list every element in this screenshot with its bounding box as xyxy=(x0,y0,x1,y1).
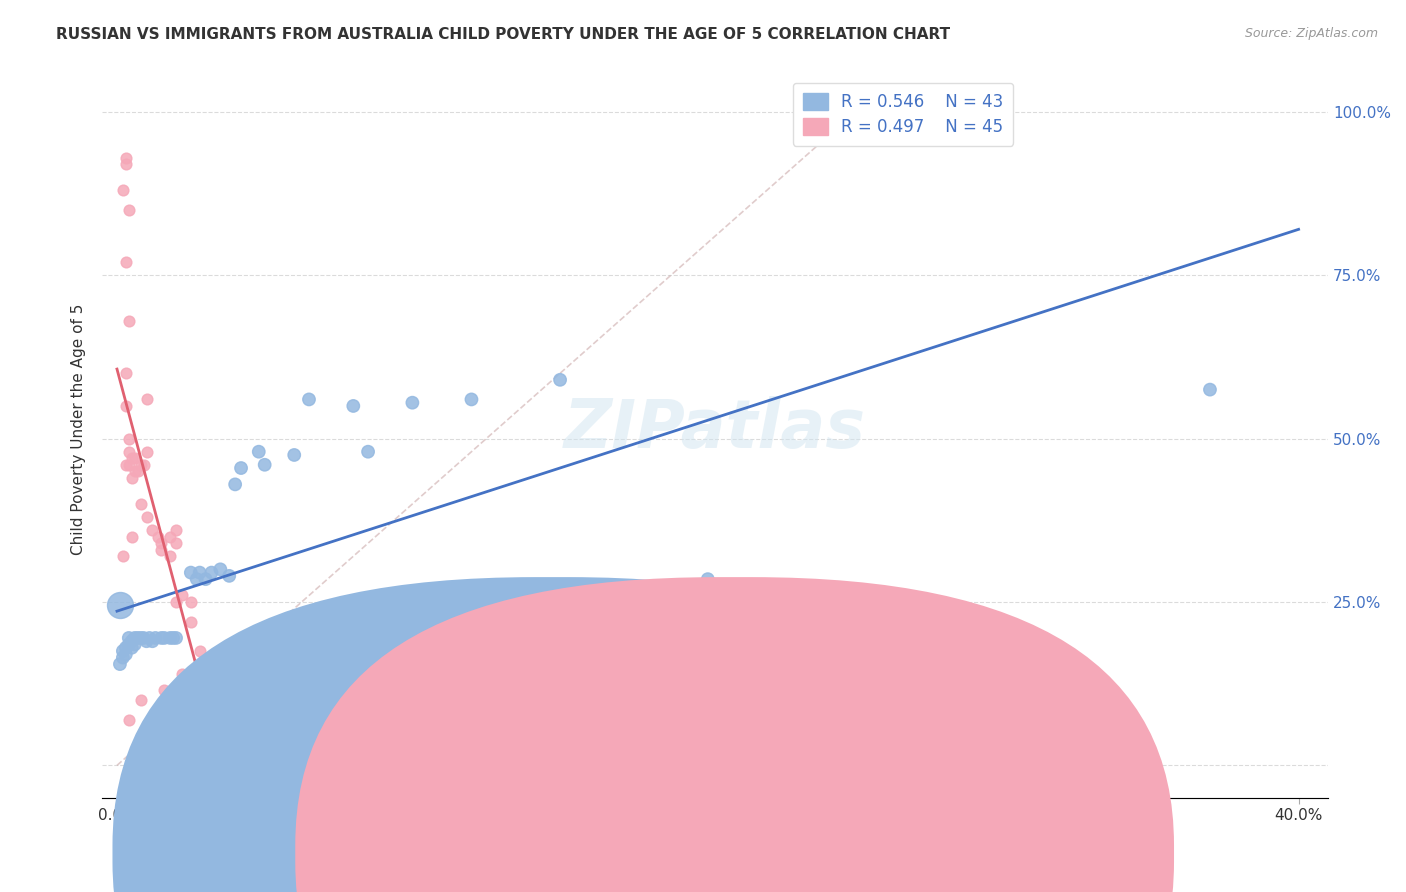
Point xyxy=(229,461,252,475)
Point xyxy=(194,666,217,681)
Point xyxy=(111,549,134,564)
Legend: R = 0.546    N = 43, R = 0.497    N = 45: R = 0.546 N = 43, R = 0.497 N = 45 xyxy=(793,83,1014,145)
Point xyxy=(200,566,222,580)
Point xyxy=(118,202,141,217)
Point xyxy=(150,542,173,557)
Point xyxy=(1199,383,1222,397)
Point xyxy=(115,648,138,662)
Point xyxy=(121,471,143,485)
Y-axis label: Child Poverty Under the Age of 5: Child Poverty Under the Age of 5 xyxy=(72,303,86,555)
Point xyxy=(127,631,149,645)
Point xyxy=(115,458,138,472)
Point xyxy=(124,464,146,478)
Point xyxy=(180,566,202,580)
Point xyxy=(118,631,141,645)
Point xyxy=(132,631,155,645)
Text: Russians: Russians xyxy=(591,842,651,856)
Text: ZIPatlas: ZIPatlas xyxy=(564,396,866,462)
Point xyxy=(135,634,157,648)
Point xyxy=(135,510,157,524)
Point xyxy=(118,458,141,472)
Point xyxy=(548,373,571,387)
Point xyxy=(115,255,138,269)
Point xyxy=(121,530,143,544)
Point xyxy=(165,536,187,550)
Point xyxy=(696,572,718,586)
Point xyxy=(115,157,138,171)
Point xyxy=(188,566,211,580)
Point xyxy=(115,366,138,380)
Point xyxy=(115,399,138,413)
Point xyxy=(460,392,482,407)
Point xyxy=(127,464,149,478)
Point xyxy=(253,458,276,472)
Point xyxy=(135,444,157,458)
Point xyxy=(118,638,141,652)
Point xyxy=(401,395,423,409)
Point xyxy=(170,589,193,603)
Point xyxy=(153,631,176,645)
Point xyxy=(218,569,240,583)
Point xyxy=(129,693,152,707)
Point xyxy=(247,444,270,458)
Point xyxy=(108,657,131,672)
Text: Immigrants from Australia: Immigrants from Australia xyxy=(759,842,942,856)
Point xyxy=(170,666,193,681)
Point xyxy=(129,497,152,511)
Point xyxy=(180,595,202,609)
Point xyxy=(135,392,157,407)
Point xyxy=(298,392,321,407)
Point xyxy=(121,640,143,655)
Point xyxy=(111,183,134,197)
Point xyxy=(153,683,176,698)
Point xyxy=(115,640,138,655)
Point xyxy=(111,644,134,658)
Point xyxy=(115,151,138,165)
Point xyxy=(148,530,170,544)
Point xyxy=(194,572,217,586)
Point xyxy=(209,562,232,576)
Point xyxy=(159,530,181,544)
Point xyxy=(145,631,167,645)
Point xyxy=(159,549,181,564)
Point xyxy=(162,631,184,645)
Point xyxy=(283,448,305,462)
Point xyxy=(159,631,181,645)
Point xyxy=(118,713,141,727)
Point xyxy=(124,631,146,645)
Point xyxy=(141,523,163,537)
Point xyxy=(124,451,146,466)
Point xyxy=(138,631,160,645)
Point xyxy=(165,595,187,609)
Point xyxy=(165,523,187,537)
Point xyxy=(165,631,187,645)
Point xyxy=(118,432,141,446)
Point xyxy=(150,536,173,550)
Text: Source: ZipAtlas.com: Source: ZipAtlas.com xyxy=(1244,27,1378,40)
Point xyxy=(180,615,202,629)
Point xyxy=(129,631,152,645)
Point xyxy=(124,638,146,652)
Point xyxy=(118,314,141,328)
Point xyxy=(118,444,141,458)
Point xyxy=(186,572,208,586)
Point xyxy=(141,634,163,648)
Point xyxy=(129,458,152,472)
Point xyxy=(357,444,380,458)
Point xyxy=(342,399,364,413)
Point xyxy=(224,477,246,491)
Point xyxy=(150,631,173,645)
Point xyxy=(121,634,143,648)
Point xyxy=(111,650,134,665)
Point xyxy=(121,451,143,466)
Point xyxy=(108,599,131,613)
Point xyxy=(188,644,211,658)
Text: RUSSIAN VS IMMIGRANTS FROM AUSTRALIA CHILD POVERTY UNDER THE AGE OF 5 CORRELATIO: RUSSIAN VS IMMIGRANTS FROM AUSTRALIA CHI… xyxy=(56,27,950,42)
Point xyxy=(132,458,155,472)
